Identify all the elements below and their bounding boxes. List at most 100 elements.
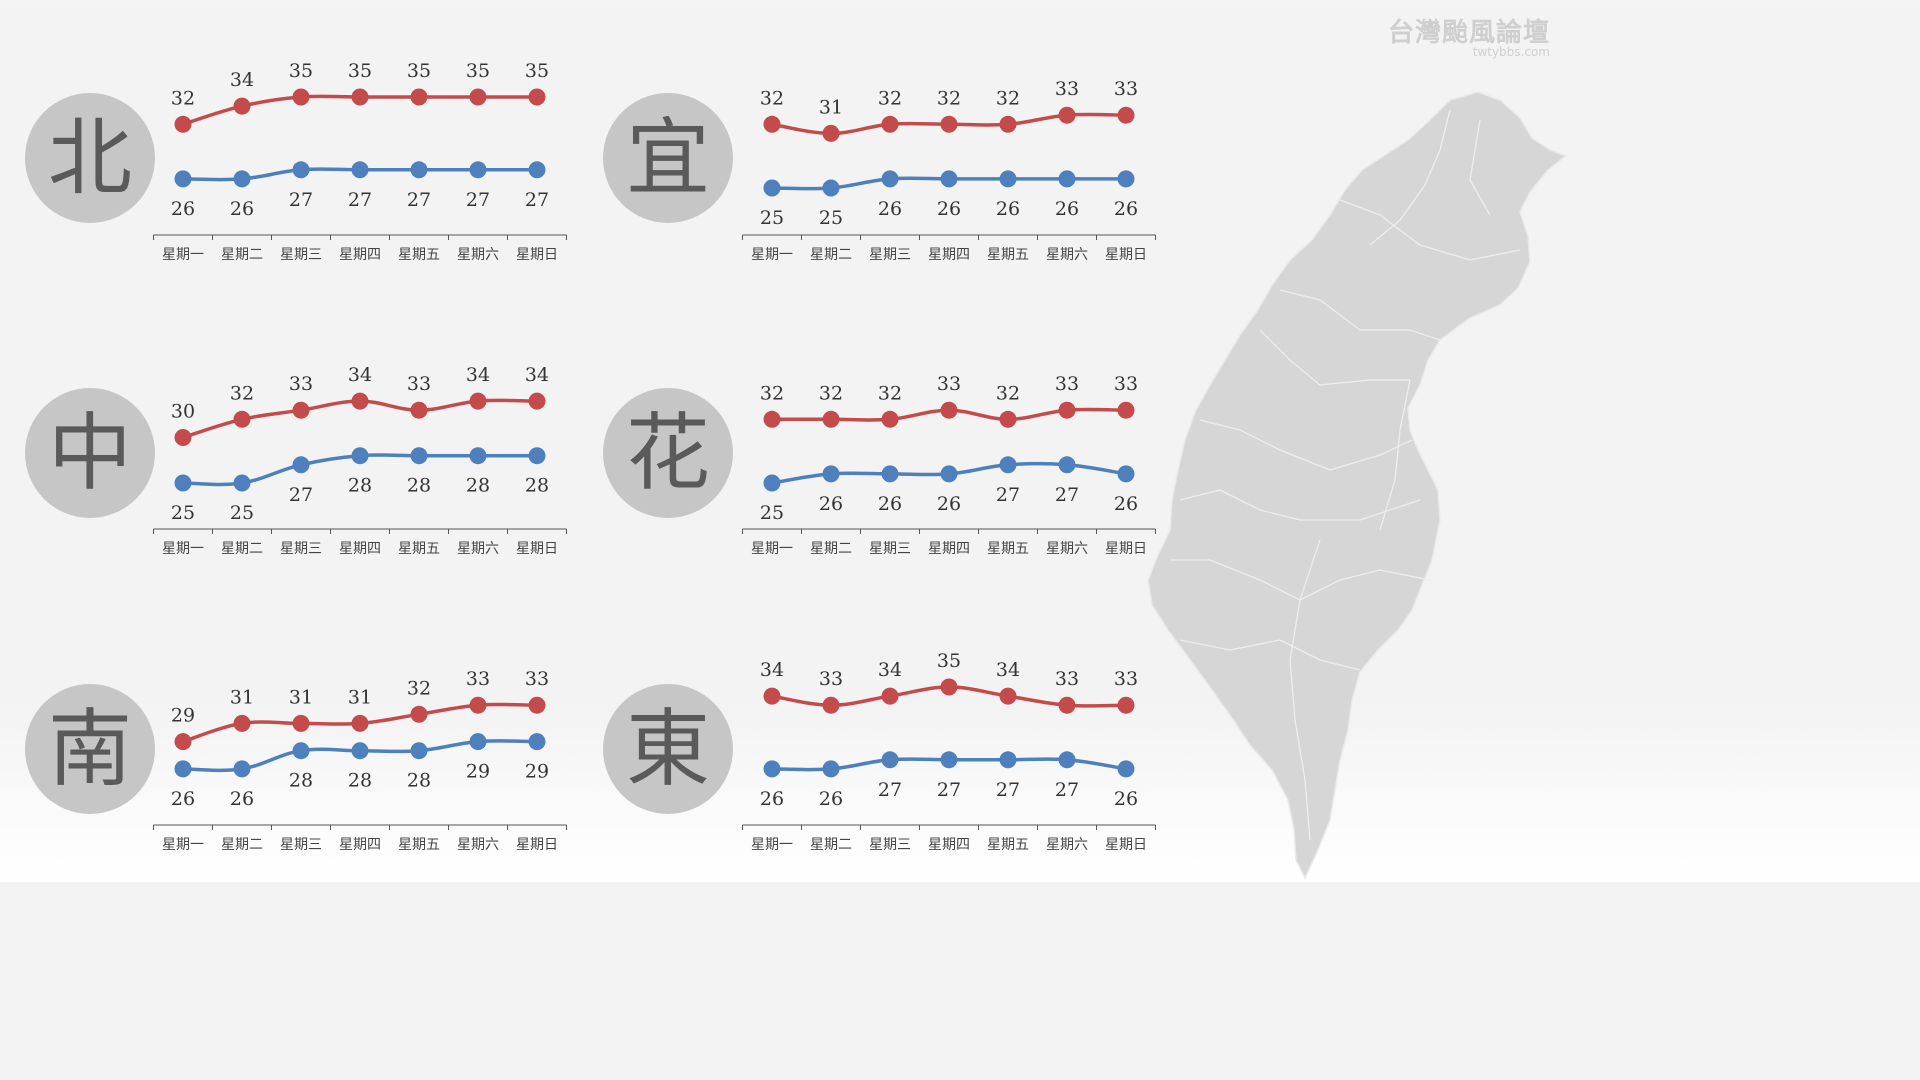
high-temp-point xyxy=(763,410,781,428)
high-temp-label: 31 xyxy=(289,686,313,708)
high-temp-point xyxy=(822,124,840,142)
low-temp-label: 28 xyxy=(466,475,490,497)
high-temp-label: 35 xyxy=(937,650,961,672)
x-tick-label: 星期四 xyxy=(928,837,970,853)
low-temp-label: 26 xyxy=(819,788,843,810)
high-temp-point xyxy=(233,97,251,115)
low-temp-label: 27 xyxy=(1055,779,1079,801)
low-temp-point xyxy=(940,751,958,769)
region-label-yilan: 宜 xyxy=(625,109,710,207)
high-temp-label: 32 xyxy=(878,382,902,404)
low-temp-label: 26 xyxy=(937,493,961,515)
low-temp-point xyxy=(469,447,487,465)
high-temp-point xyxy=(174,429,192,446)
low-temp-point xyxy=(469,733,487,751)
x-tick-label: 星期二 xyxy=(221,541,263,557)
low-temp-point xyxy=(881,170,899,188)
watermark-subtitle: twtybbs.com xyxy=(1472,45,1550,59)
x-tick-label: 星期一 xyxy=(751,247,793,263)
low-temp-point xyxy=(351,742,369,760)
high-temp-point xyxy=(174,115,192,133)
low-temp-label: 28 xyxy=(289,770,313,792)
x-tick-label: 星期六 xyxy=(457,247,499,263)
high-temp-label: 32 xyxy=(760,87,784,109)
x-tick-label: 星期四 xyxy=(928,247,970,263)
high-temp-label: 34 xyxy=(996,659,1020,681)
high-temp-point xyxy=(351,88,369,106)
low-temp-label: 29 xyxy=(466,761,490,783)
x-tick-label: 星期二 xyxy=(810,837,852,853)
low-temp-point xyxy=(1058,751,1076,769)
low-temp-label: 27 xyxy=(348,189,372,211)
x-tick-label: 星期六 xyxy=(457,837,499,853)
high-temp-label: 32 xyxy=(819,382,843,404)
high-temp-label: 33 xyxy=(819,668,843,690)
high-temp-point xyxy=(940,115,958,133)
low-temp-point xyxy=(351,447,369,465)
high-temp-label: 34 xyxy=(760,659,784,681)
region-label-east: 東 xyxy=(625,700,710,798)
low-temp-point xyxy=(999,456,1017,474)
x-tick-label: 星期五 xyxy=(987,837,1029,853)
region-circle-central: 中 xyxy=(25,388,155,518)
x-tick-label: 星期五 xyxy=(987,247,1029,263)
high-temp-point xyxy=(174,733,192,751)
low-temp-label: 26 xyxy=(878,493,902,515)
region-label-central: 中 xyxy=(47,404,132,502)
low-temp-label: 26 xyxy=(1114,493,1138,515)
region-label-south: 南 xyxy=(47,700,132,798)
x-tick-label: 星期日 xyxy=(516,541,558,557)
high-temp-point xyxy=(763,115,781,133)
high-temp-point xyxy=(763,687,781,705)
high-temp-point xyxy=(1058,696,1076,714)
x-tick-label: 星期日 xyxy=(516,837,558,853)
x-tick-label: 星期五 xyxy=(398,247,440,263)
x-tick-label: 星期二 xyxy=(221,837,263,853)
high-temp-label: 33 xyxy=(1114,668,1138,690)
low-temp-label: 28 xyxy=(407,475,431,497)
low-temp-label: 25 xyxy=(819,207,843,229)
x-tick-label: 星期五 xyxy=(987,541,1029,557)
x-tick-label: 星期日 xyxy=(1105,541,1147,557)
high-temp-point xyxy=(233,410,251,428)
low-temp-point xyxy=(410,447,428,465)
low-temp-label: 27 xyxy=(466,189,490,211)
x-tick-label: 星期五 xyxy=(398,541,440,557)
low-temp-point xyxy=(528,447,546,465)
low-temp-point xyxy=(999,170,1017,188)
high-temp-point xyxy=(233,714,251,732)
high-temp-label: 34 xyxy=(230,69,254,91)
high-temp-label: 34 xyxy=(348,364,372,386)
low-temp-label: 26 xyxy=(230,198,254,220)
high-temp-point xyxy=(1117,401,1135,419)
low-temp-point xyxy=(1117,760,1135,778)
high-temp-point xyxy=(1058,106,1076,124)
high-temp-label: 32 xyxy=(230,382,254,404)
low-temp-point xyxy=(528,733,546,751)
low-temp-point xyxy=(410,742,428,760)
low-temp-point xyxy=(881,751,899,769)
high-temp-point xyxy=(410,705,428,723)
high-temp-label: 31 xyxy=(348,686,372,708)
x-tick-label: 星期三 xyxy=(280,541,322,557)
x-tick-label: 星期三 xyxy=(869,837,911,853)
low-temp-label: 27 xyxy=(407,189,431,211)
x-tick-label: 星期二 xyxy=(810,247,852,263)
high-temp-point xyxy=(999,410,1017,428)
high-temp-point xyxy=(940,678,958,696)
x-tick-label: 星期三 xyxy=(869,541,911,557)
low-temp-point xyxy=(469,161,487,179)
high-temp-point xyxy=(292,88,310,106)
high-temp-label: 35 xyxy=(348,60,372,82)
region-circle-east: 東 xyxy=(603,684,733,814)
low-temp-label: 26 xyxy=(171,788,195,810)
region-circle-yilan: 宜 xyxy=(603,93,733,223)
low-temp-label: 26 xyxy=(878,198,902,220)
low-temp-label: 26 xyxy=(937,198,961,220)
x-tick-label: 星期四 xyxy=(339,541,381,557)
high-temp-label: 33 xyxy=(1114,78,1138,100)
high-temp-label: 35 xyxy=(289,60,313,82)
low-temp-label: 28 xyxy=(348,475,372,497)
low-temp-label: 27 xyxy=(996,484,1020,506)
